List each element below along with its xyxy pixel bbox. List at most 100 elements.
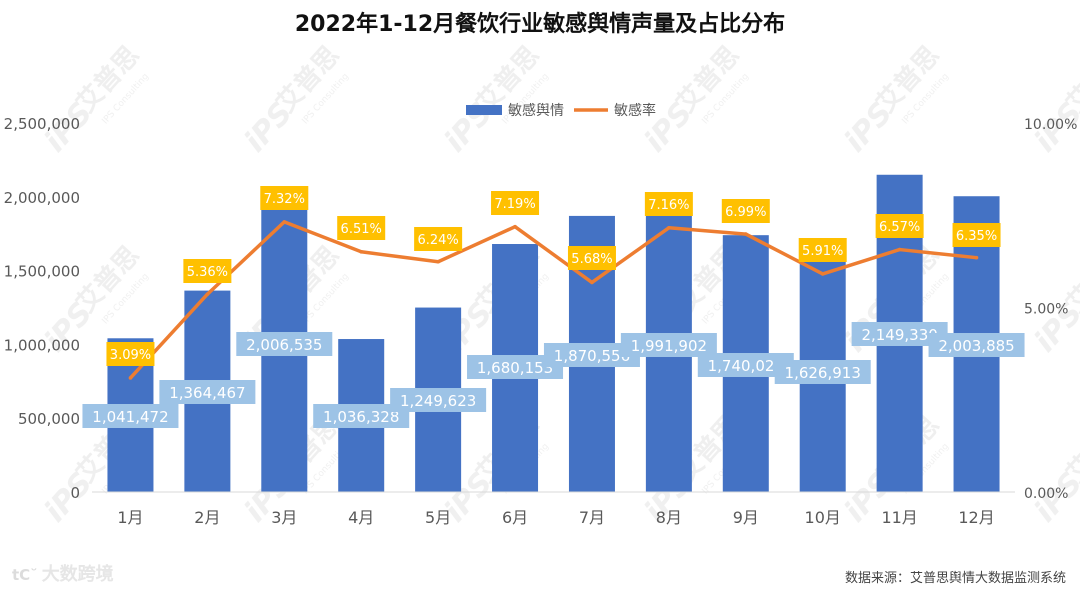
x-tick-label: 8月 — [656, 508, 682, 527]
x-tick-label: 12月 — [958, 508, 994, 527]
x-tick-label: 9月 — [733, 508, 759, 527]
line-point — [359, 249, 364, 254]
bar-label-box — [159, 380, 256, 404]
brand-text: 大数跨境 — [41, 564, 114, 585]
line-label-box — [567, 246, 616, 270]
right-axis: 0.00% 5.00% 10.00% — [1024, 117, 1077, 502]
line-label-text: 6.24% — [417, 233, 458, 248]
x-tick-label: 10月 — [805, 508, 841, 527]
x-tick-label: 1月 — [117, 508, 143, 527]
line-label-text: 6.35% — [956, 229, 997, 244]
line-label-box — [491, 191, 540, 215]
bar-label-text: 1,626,913 — [785, 364, 861, 382]
left-tick-label: 1,000,000 — [4, 336, 80, 354]
bar-label-text: 1,249,623 — [400, 392, 476, 410]
line-label-box — [414, 227, 463, 251]
bar-label-text: 1,740,021 — [708, 357, 784, 375]
line-value-label: 3.09% — [106, 342, 155, 366]
left-tick-label: 500,000 — [18, 410, 80, 428]
watermark-text: 艾普思 — [670, 40, 745, 119]
brand-logo: tC˘ — [12, 566, 38, 584]
line-point — [513, 224, 517, 229]
bar-label-box — [236, 332, 333, 356]
legend-swatch-bar — [466, 105, 502, 115]
line-label-text: 6.99% — [725, 205, 766, 220]
line-label-box — [106, 342, 155, 366]
line-label-text: 6.57% — [879, 220, 920, 235]
line-point — [897, 247, 902, 252]
left-tick-label: 2,500,000 — [4, 115, 80, 133]
line-label-box — [337, 216, 386, 240]
bar-value-label: 1,041,472 — [82, 404, 179, 428]
x-tick-label: 3月 — [271, 508, 297, 527]
bar-label-text: 1,041,472 — [92, 408, 168, 426]
line-value-label: 6.24% — [414, 227, 463, 251]
x-tick-label: 7月 — [579, 508, 605, 527]
bar-label-text: 1,991,902 — [631, 337, 707, 355]
line-label-box — [798, 238, 847, 262]
legend-item-line: 敏感率 — [574, 102, 656, 119]
bar-value-label: 1,249,623 — [390, 388, 487, 412]
line-value-label: 5.91% — [798, 238, 847, 262]
line-label-text: 5.36% — [187, 265, 228, 280]
x-tick-label: 11月 — [881, 508, 917, 527]
bar-label-box — [390, 388, 487, 412]
line-label-box — [644, 192, 693, 216]
line-label-text: 5.68% — [571, 252, 612, 267]
bar-label-text: 1,680,153 — [477, 359, 553, 377]
bar-label-text: 2,003,885 — [938, 337, 1014, 355]
chart-title: 2022年1-12月餐饮行业敏感舆情声量及占比分布 — [294, 12, 786, 37]
line-label-text: 3.09% — [110, 348, 151, 363]
line-value-label: 5.36% — [183, 259, 232, 283]
bar-label-text: 1,036,328 — [323, 408, 399, 426]
line-point — [590, 280, 594, 285]
legend-item-bar: 敏感舆情 — [466, 102, 564, 119]
source-note: 数据来源：艾普思舆情大数据监测系统 — [844, 571, 1066, 586]
left-axis: 0 500,000 1,000,000 1,500,000 2,000,000 2,500… — [4, 115, 80, 502]
right-tick-label: 0.00% — [1024, 486, 1068, 502]
line-label-text: 6.51% — [341, 222, 382, 237]
line-point — [128, 376, 133, 380]
line-value-label: 5.68% — [567, 246, 616, 270]
line-point — [820, 272, 825, 276]
bar-value-label: 2,003,885 — [928, 333, 1025, 357]
line-series — [128, 220, 979, 380]
watermark-text: 艾普思 — [70, 240, 145, 319]
legend-label-line: 敏感率 — [614, 102, 656, 119]
watermark-text: 艾普思 — [270, 40, 345, 119]
rate-line — [129, 220, 977, 380]
x-tick-label: 4月 — [348, 508, 374, 527]
line-point — [974, 255, 979, 260]
watermark-text: 艾普思 — [870, 40, 945, 119]
line-label-text: 7.32% — [264, 192, 305, 207]
line-label-box — [260, 186, 309, 210]
line-label-layer: 3.09% 5.36% 7.32% 6.51% 6.24% 7.19% 5.68% 7.16%… — [106, 186, 1001, 366]
x-axis: 1月 2月 3月 4月 5月 6月 7月 8月 9月 10月 11月 12月 — [92, 491, 1015, 527]
x-tick-label: 5月 — [425, 508, 451, 527]
line-point — [436, 259, 440, 264]
line-point — [205, 292, 210, 297]
line-label-box — [952, 223, 1001, 247]
line-label-text: 7.19% — [494, 197, 535, 212]
bar-label-box — [928, 333, 1025, 357]
line-value-label: 7.32% — [260, 186, 309, 210]
line-value-label: 7.16% — [644, 192, 693, 216]
bar-label-box — [82, 404, 179, 428]
watermark-text: 艾普思 — [70, 40, 145, 119]
right-tick-label: 10.00% — [1024, 117, 1077, 133]
bar-label-text: 1,364,467 — [169, 384, 245, 402]
line-label-box — [721, 199, 770, 223]
left-tick-label: 2,000,000 — [4, 189, 80, 207]
bar-label-text: 1,870,556 — [554, 347, 630, 365]
line-point — [667, 225, 671, 230]
line-label-text: 5.91% — [802, 244, 843, 259]
line-point — [743, 232, 748, 236]
bar-value-label: 1,626,913 — [774, 360, 871, 384]
right-tick-label: 5.00% — [1024, 302, 1068, 318]
